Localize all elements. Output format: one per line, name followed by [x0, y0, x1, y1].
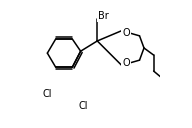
Text: Cl: Cl: [79, 101, 88, 111]
Text: O: O: [122, 28, 130, 38]
Text: O: O: [122, 58, 130, 68]
Text: Br: Br: [98, 11, 109, 21]
Text: Cl: Cl: [43, 89, 52, 99]
